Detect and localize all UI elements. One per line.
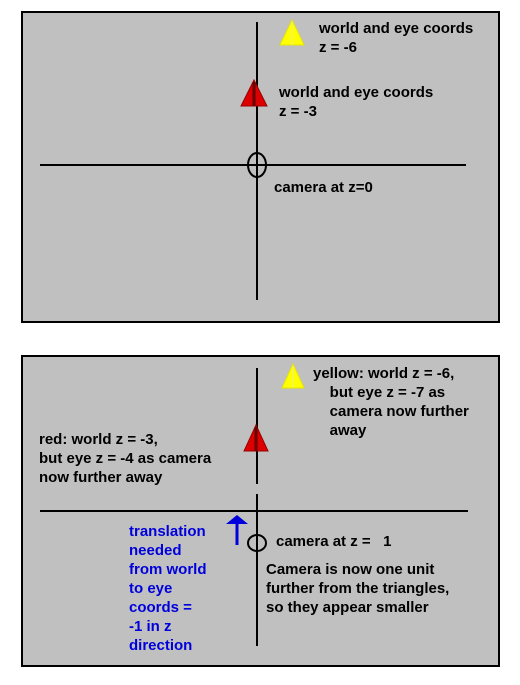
- top-yellow-label: world and eye coords z = -6: [319, 20, 474, 56]
- translation-label: translation needed from world to eye coo…: [129, 523, 207, 654]
- translation-arrow-icon: [226, 515, 248, 545]
- bottom-camera-label: camera at z = 1: [276, 533, 392, 550]
- top-red-triangle: [240, 78, 268, 107]
- top-panel: [21, 11, 500, 323]
- top-red-label: world and eye coords z = -3: [279, 84, 434, 120]
- top-camera-label: camera at z=0: [274, 179, 373, 196]
- bottom-red-triangle: [243, 423, 269, 452]
- bottom-yellow-triangle: [281, 362, 305, 389]
- camera-note-label: Camera is now one unit further from the …: [266, 561, 450, 616]
- top-camera-marker: [247, 152, 267, 178]
- bottom-yellow-label: yellow: world z = -6, but eye z = -7 as …: [313, 365, 469, 439]
- top-yellow-triangle: [279, 18, 305, 46]
- bottom-camera-marker: [247, 534, 267, 552]
- bottom-red-label: red: world z = -3, but eye z = -4 as cam…: [39, 431, 212, 486]
